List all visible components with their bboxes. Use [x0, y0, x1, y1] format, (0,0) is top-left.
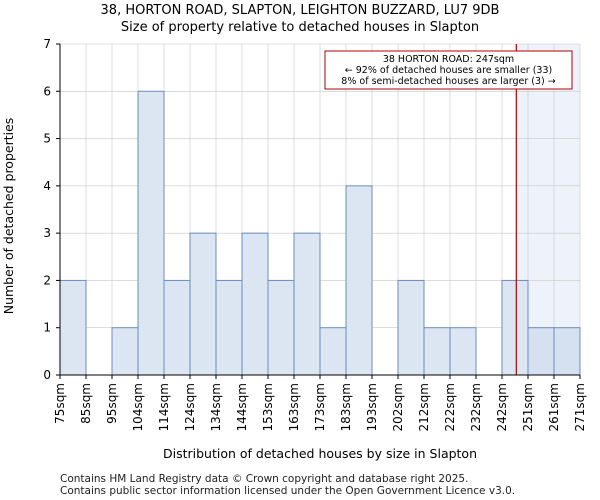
x-tick-label: 232sqm [469, 383, 483, 431]
footer-licence: Contains public sector information licen… [60, 485, 516, 497]
x-tick-label: 271sqm [573, 383, 587, 431]
x-tick-label: 114sqm [157, 383, 171, 431]
y-tick-label: 2 [43, 273, 51, 287]
x-tick-label: 202sqm [391, 383, 405, 431]
x-axis-label: Distribution of detached houses by size … [163, 446, 477, 461]
histogram-bar [59, 279, 87, 376]
y-tick-label: 3 [43, 226, 51, 240]
annotation-line: 38 HORTON ROAD: 247sqm [383, 54, 514, 65]
x-tick-label: 163sqm [287, 383, 301, 431]
histogram-bar [319, 327, 347, 376]
chart-title: 38, HORTON ROAD, SLAPTON, LEIGHTON BUZZA… [100, 3, 500, 18]
histogram-bar [553, 327, 581, 376]
x-tick-label: 242sqm [495, 383, 509, 431]
annotation-line: ← 92% of detached houses are smaller (33… [345, 65, 552, 76]
histogram-bar [501, 279, 529, 376]
histogram-bar [293, 232, 321, 376]
x-tick-label: 251sqm [521, 383, 535, 431]
histogram-bar [423, 327, 451, 376]
annotation-box [324, 50, 573, 90]
y-tick-label: 4 [43, 179, 51, 193]
x-tick-label: 124sqm [183, 383, 197, 431]
x-tick-label: 85sqm [79, 383, 93, 424]
x-tick-label: 173sqm [313, 383, 327, 431]
histogram-bar [267, 279, 295, 376]
x-tick-label: 193sqm [365, 383, 379, 431]
x-tick-label: 153sqm [261, 383, 275, 431]
x-tick-label: 144sqm [235, 383, 249, 431]
y-tick-label: 0 [43, 368, 51, 382]
histogram-bar [137, 90, 165, 376]
histogram-bar [397, 279, 425, 376]
histogram-bar [449, 327, 477, 376]
x-tick-label: 95sqm [105, 383, 119, 424]
histogram-bar [215, 279, 243, 376]
footer-copyright: Contains HM Land Registry data © Crown c… [60, 473, 469, 485]
y-tick-label: 7 [43, 37, 51, 51]
histogram-bar [345, 185, 373, 376]
x-tick-label: 104sqm [131, 383, 145, 431]
histogram-bar [527, 327, 555, 376]
x-tick-label: 222sqm [443, 383, 457, 431]
histogram-bar [189, 232, 217, 376]
y-axis-label: Number of detached properties [1, 118, 16, 315]
x-tick-label: 75sqm [53, 383, 67, 424]
histogram-bar [241, 232, 269, 376]
x-tick-label: 183sqm [339, 383, 353, 431]
x-tick-label: 134sqm [209, 383, 223, 431]
annotation-line: 8% of semi-detached houses are larger (3… [341, 76, 555, 87]
x-tick-label: 212sqm [417, 383, 431, 431]
x-tick-label: 261sqm [547, 383, 561, 431]
bar-chart: 0 1 2 3 4 5 6 7 75sqm 85sqm 95sqm 104sqm 114sqm 124s… [1, 37, 587, 461]
histogram-bar [163, 279, 191, 376]
chart-subtitle: Size of property relative to detached ho… [120, 20, 480, 35]
histogram-bar [111, 327, 139, 376]
y-tick-label: 5 [43, 132, 51, 146]
y-tick-label: 1 [43, 321, 51, 335]
y-tick-label: 6 [43, 84, 51, 98]
